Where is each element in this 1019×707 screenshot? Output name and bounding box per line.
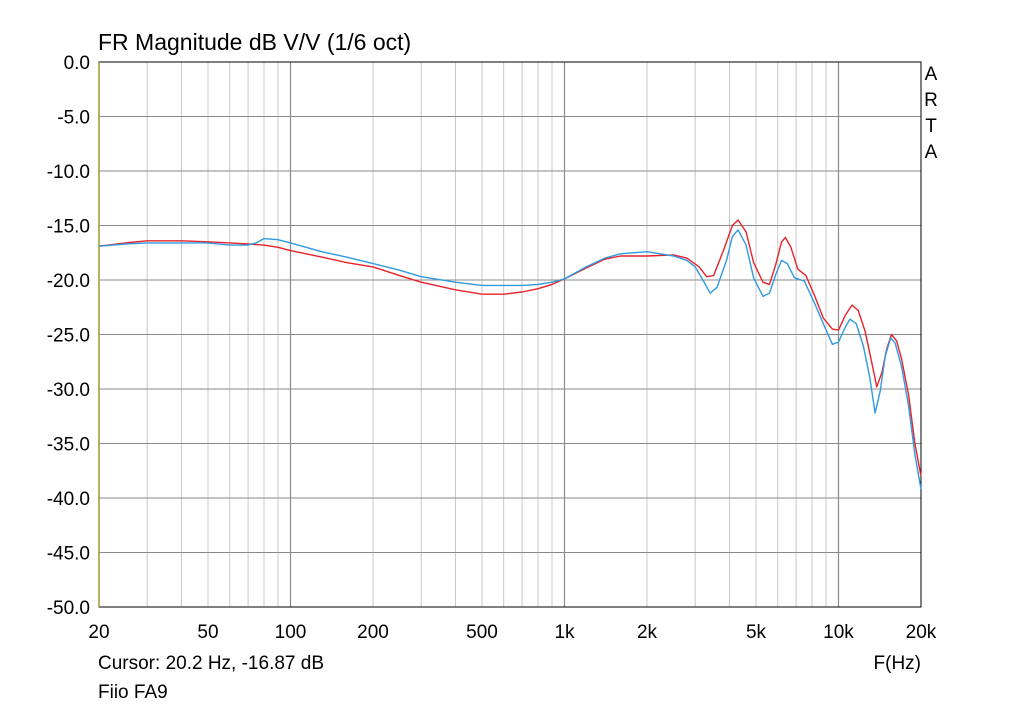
- x-tick-label: 100: [275, 622, 307, 643]
- y-tick-label: -25.0: [47, 326, 90, 347]
- y-tick-label: -5.0: [57, 108, 90, 129]
- x-tick-label: 1k: [554, 622, 575, 643]
- series-group: [98, 219, 922, 490]
- cursor-readout: Cursor: 20.2 Hz, -16.87 dB: [98, 653, 324, 674]
- x-tick-label: 2k: [637, 622, 658, 643]
- x-tick-label: 200: [357, 622, 389, 643]
- brand-letter: A: [925, 64, 938, 85]
- brand-letter: R: [924, 90, 938, 111]
- x-tick-label: 20k: [906, 622, 937, 643]
- series-line-1: [98, 219, 922, 477]
- x-tick-label: 5k: [746, 622, 767, 643]
- x-tick-label: 500: [466, 622, 498, 643]
- chart-title: FR Magnitude dB V/V (1/6 oct): [98, 29, 411, 55]
- x-tick-label: 10k: [823, 622, 854, 643]
- y-tick-label: -30.0: [47, 380, 90, 401]
- y-tick-label: -50.0: [47, 598, 90, 619]
- x-axis-ticks: 20 50 100 200 500 1k 2k 5k 10k 20k: [88, 622, 936, 643]
- y-tick-label: -20.0: [47, 271, 90, 292]
- y-tick-label: -45.0: [47, 544, 90, 565]
- x-axis-label: F(Hz): [874, 653, 921, 674]
- device-name: Fiio FA9: [98, 682, 168, 703]
- brand-letter: A: [925, 142, 938, 163]
- y-tick-label: -15.0: [47, 217, 90, 238]
- brand-letter: T: [925, 116, 937, 137]
- y-tick-label: -40.0: [47, 489, 90, 510]
- y-axis-ticks: 0.0 -5.0 -10.0 -15.0 -20.0 -25.0 -30.0 -35.0 -40…: [47, 53, 90, 619]
- plot-grid: [99, 62, 921, 607]
- x-tick-label: 50: [197, 622, 218, 643]
- series-line-2: [98, 229, 922, 490]
- x-tick-label: 20: [88, 622, 109, 643]
- y-tick-label: 0.0: [64, 53, 90, 74]
- y-tick-label: -35.0: [47, 435, 90, 456]
- y-tick-label: -10.0: [47, 162, 90, 183]
